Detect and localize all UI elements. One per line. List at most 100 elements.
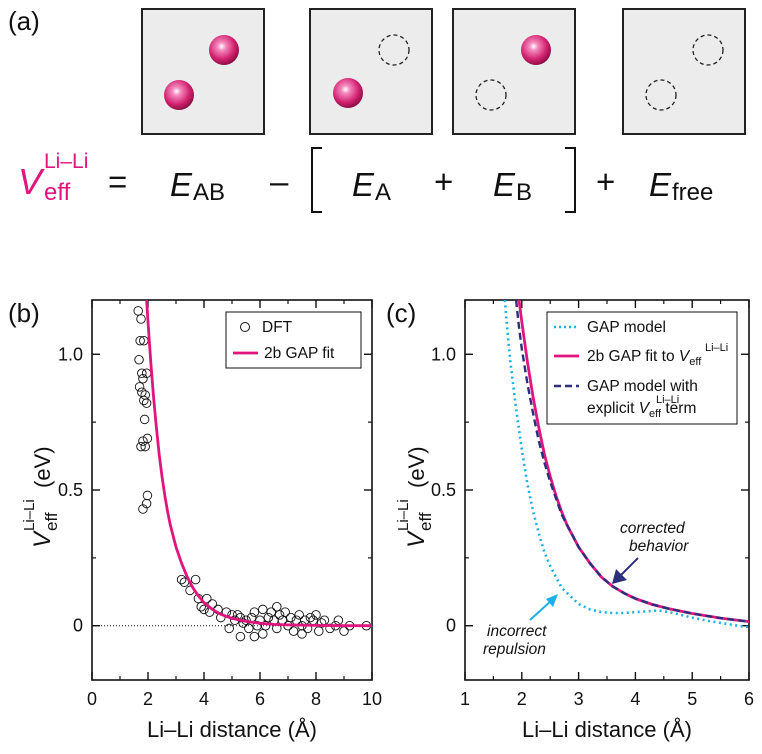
y-axis-sup: Li–Li [21,499,38,531]
dft-point [244,623,254,634]
legend-dft-label: DFT [262,319,293,336]
x-tick-label: 2 [517,689,527,709]
eq-term-ab-sub: AB [193,179,225,206]
eq-equals: = [108,163,127,200]
annotation-incorrect-arrow [529,599,553,621]
x-tick-label: 0 [87,689,97,709]
dft-point [280,607,290,617]
dft-point [139,395,149,406]
dft-point [199,604,209,615]
box-ab [141,8,265,135]
box-a [309,8,433,135]
dft-point [263,612,274,623]
dft-point [288,626,299,636]
dft-point [272,601,282,612]
series-line [517,300,749,623]
annotation-incorrect-1: incorrect [487,623,547,640]
dft-point [249,607,260,617]
legend-explicit-line2: explicit Veff term [587,400,696,420]
y-axis-symbol: V [403,530,430,548]
legend-gap-label: GAP model [587,319,666,336]
dft-point [249,631,260,642]
left-bracket [311,147,322,213]
y-axis-title: V eff Li–Li (eV) [21,446,61,548]
dft-point [325,623,335,634]
x-axis-title: Li–Li distance (Å) [522,717,692,742]
x-tick-label: 8 [311,689,321,709]
y-tick-label: 0.5 [431,480,456,500]
y-tick-label: 0.5 [58,480,83,500]
eq-lhs-symbol: V [18,161,45,202]
box-free [622,8,746,135]
legend-fit-symbol: V [679,348,691,365]
dft-point [138,504,148,514]
dft-point [136,314,146,324]
eq-plus-1: + [434,163,453,200]
legend-fit-text: 2b GAP fit to [587,348,679,365]
atom-b-filled [209,35,239,65]
dft-point [260,620,271,631]
legend-box [546,311,738,425]
legend-box [225,311,362,369]
legend-explicit-text2: explicit [587,400,639,417]
dft-point [133,306,143,316]
legend-fit-label: 2b GAP fit [264,345,335,362]
dft-point [339,626,349,636]
atom-a-filled [333,78,363,108]
dft-point [142,490,153,501]
eq-term-free-symbol: E [649,166,672,203]
atom-a-empty [475,79,507,111]
x-tick-label: 1 [460,689,470,709]
dft-point [258,604,268,615]
y-axis-sub: eff [416,512,435,531]
dft-point [258,629,268,639]
y-tick-label: 1.0 [431,344,456,364]
annotation-incorrect-2: repulsion [483,641,546,658]
dft-point [294,610,304,620]
dft-point [291,615,302,626]
eq-lhs-sub: eff [44,179,71,206]
box-b [452,8,576,135]
atom-a-empty [645,79,677,111]
plot-area [503,300,749,629]
dft-point [134,382,145,392]
y-axis-unit: (eV) [30,446,55,488]
x-axis-title: Li–Li distance (Å) [147,717,317,742]
x-tick-label: 10 [362,689,382,709]
dft-point [141,398,152,408]
dft-point [136,441,146,452]
series-line [514,300,749,623]
dft-point [305,612,316,623]
panel-c-chart: (c) 1 2 3 4 5 6 0 0.5 1.0 GAP model 2b GAP fit t… [386,298,754,742]
atom-b-empty [378,34,410,66]
panel-b-chart: (b) 0 2 4 6 8 10 0 0.5 1.0 DFT 2b GAP fit Li–Li … [8,298,382,742]
legend-explicit-sub: eff [649,408,662,420]
y-axis-unit: (eV) [404,446,429,488]
x-tick-label: 3 [574,689,584,709]
dft-point [176,574,187,585]
annotation-incorrect-arrowhead [546,594,558,607]
plot-area [133,300,372,642]
eq-term-b-symbol: E [493,166,516,203]
dft-point [196,601,206,612]
atom-a-filled [164,80,194,110]
legend-fit-label: 2b GAP fit to Veff [587,348,702,368]
eq-term-a-symbol: E [352,166,375,203]
annotation-corrected-2: behavior [629,538,689,555]
x-tick-label: 2 [143,689,153,709]
atom-b-filled [521,35,551,65]
legend-fit-sub: eff [689,356,702,368]
eq-term-b-sub: B [516,179,532,206]
dft-point [300,615,310,626]
dft-point [333,615,344,626]
dft-point [190,574,201,585]
legend-explicit-line1: GAP model with [587,378,698,395]
y-tick-label: 0 [446,616,456,636]
y-tick-label: 0 [73,616,83,636]
eq-lhs-sup: Li–Li [44,150,88,173]
x-tick-label: 6 [255,689,265,709]
panel-c-label: (c) [386,298,416,328]
equation: V eff Li–Li = E AB – E A + E B + E free [18,147,713,213]
legend-explicit-text3: term [661,400,696,417]
y-axis-title: V eff Li–Li (eV) [395,446,435,548]
